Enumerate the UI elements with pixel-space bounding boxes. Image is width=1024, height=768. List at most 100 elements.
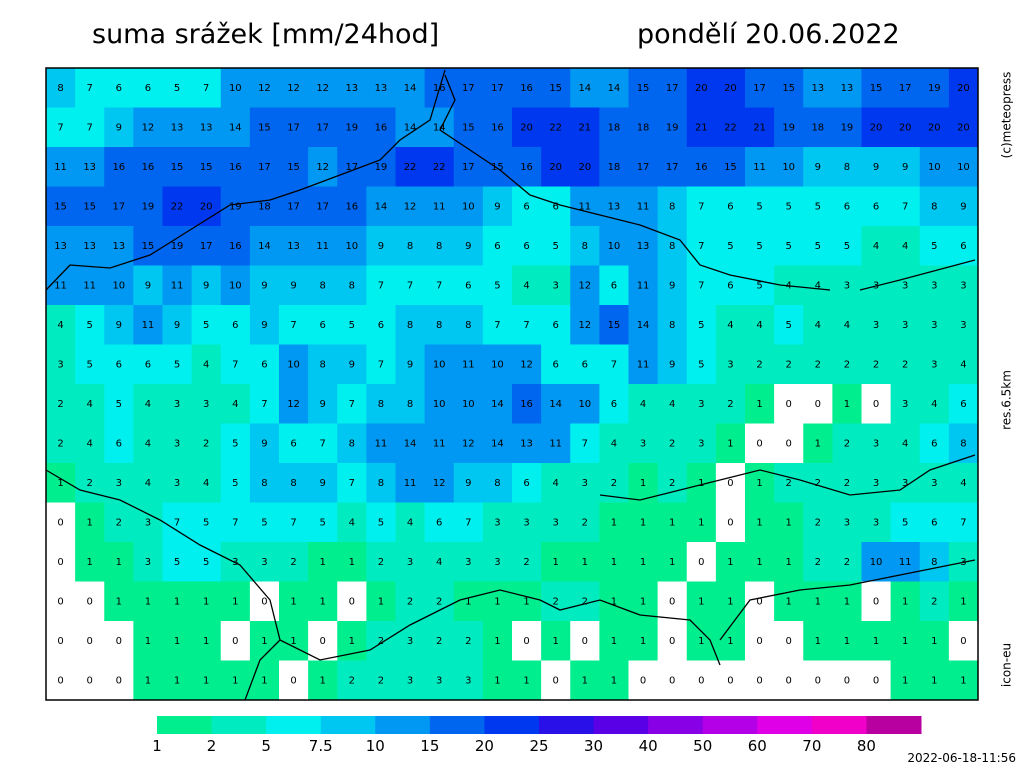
precip-cell	[948, 305, 979, 345]
cell-value: 18	[608, 162, 621, 173]
precip-cell	[279, 581, 309, 622]
cell-value: 2	[815, 478, 821, 489]
precip-cell	[395, 660, 426, 701]
cell-value: 7	[436, 280, 442, 291]
precip-cell	[133, 384, 163, 424]
cell-value: 14	[491, 438, 504, 449]
precip-cell	[337, 107, 367, 148]
cell-value: 2	[378, 636, 384, 647]
precip-cell	[745, 186, 775, 227]
precip-cell	[395, 226, 426, 266]
cell-value: 20	[957, 122, 970, 133]
cell-value: 14	[578, 83, 591, 94]
cell-value: 10	[287, 359, 300, 370]
cell-value: 6	[320, 320, 326, 331]
date: pondělí 20.06.2022	[637, 19, 900, 50]
precip-cell	[715, 305, 746, 345]
cell-value: 17	[316, 201, 329, 212]
precip-cell	[657, 384, 688, 424]
cell-value: 2	[582, 517, 588, 528]
cell-value: 10	[433, 399, 446, 410]
cell-value: 3	[873, 320, 879, 331]
precip-cell	[453, 226, 484, 266]
cell-value: 15	[724, 162, 737, 173]
cell-value: 1	[87, 517, 93, 528]
precip-cell	[745, 502, 775, 543]
cell-value: 0	[786, 438, 792, 449]
cell-value: 6	[553, 201, 559, 212]
precip-cell	[541, 542, 571, 582]
cell-value: 2	[931, 596, 937, 607]
cell-value: 16	[142, 162, 155, 173]
precip-cell	[162, 542, 193, 582]
cell-value: 2	[727, 399, 733, 410]
precip-cell	[424, 384, 455, 424]
cell-value: 16	[229, 162, 242, 173]
cell-value: 5	[174, 83, 180, 94]
cell-value: 6	[436, 517, 442, 528]
cell-value: 6	[145, 359, 151, 370]
precip-cell	[249, 581, 280, 622]
cell-value: 9	[261, 280, 267, 291]
precip-cell	[395, 581, 426, 622]
cell-value: 7	[378, 280, 384, 291]
cell-value: 8	[436, 241, 442, 252]
legend-swatch	[702, 716, 758, 734]
cell-value: 3	[465, 675, 471, 686]
precip-cell	[570, 186, 600, 227]
cell-value: 6	[582, 359, 588, 370]
precip-cell	[774, 107, 804, 148]
precip-cell	[541, 226, 571, 266]
cell-value: 3	[698, 438, 704, 449]
precip-cell	[75, 542, 105, 582]
precip-cell	[308, 542, 338, 582]
precip-cell	[366, 463, 396, 503]
cell-value: 5	[727, 241, 733, 252]
cell-value: 1	[786, 596, 792, 607]
precip-cell	[424, 463, 455, 503]
precip-cell	[890, 226, 921, 266]
precip-cell	[424, 423, 455, 464]
cell-value: 8	[436, 320, 442, 331]
cell-value: 11	[578, 201, 591, 212]
cell-value: 9	[873, 162, 879, 173]
precip-cell	[46, 660, 76, 701]
precip-cell	[774, 384, 804, 424]
cell-value: 14	[229, 122, 242, 133]
cell-value: 7	[698, 280, 704, 291]
precip-cell	[162, 621, 193, 661]
cell-value: 15	[870, 83, 883, 94]
cell-value: 1	[57, 478, 63, 489]
cell-value: 1	[756, 517, 762, 528]
cell-value: 0	[698, 675, 704, 686]
precip-cell	[162, 660, 193, 701]
cell-value: 0	[756, 596, 762, 607]
cell-value: 16	[112, 162, 125, 173]
cell-value: 19	[142, 201, 155, 212]
precip-cell	[657, 660, 688, 701]
legend-label: 70	[802, 737, 821, 755]
cell-value: 11	[375, 438, 388, 449]
precip-cell	[599, 384, 629, 424]
cell-value: 1	[203, 675, 209, 686]
cell-value: 8	[378, 478, 384, 489]
precip-cell	[599, 147, 629, 187]
precip-cell	[570, 423, 600, 464]
precip-cell	[104, 423, 134, 464]
precip-cell	[46, 186, 76, 227]
precip-cell	[774, 68, 804, 108]
precip-cell	[832, 384, 862, 424]
precip-cell	[162, 107, 193, 148]
precip-cell	[75, 68, 105, 108]
cell-value: 1	[873, 636, 879, 647]
cell-value: 1	[145, 675, 151, 686]
precip-cell	[75, 265, 105, 306]
cell-value: 11	[404, 478, 417, 489]
legend-swatch	[593, 716, 649, 734]
cell-value: 0	[669, 636, 675, 647]
cell-value: 8	[261, 478, 267, 489]
cell-value: 6	[116, 83, 122, 94]
precip-cell	[541, 265, 571, 306]
cell-value: 11	[462, 359, 475, 370]
precip-cell	[75, 384, 105, 424]
